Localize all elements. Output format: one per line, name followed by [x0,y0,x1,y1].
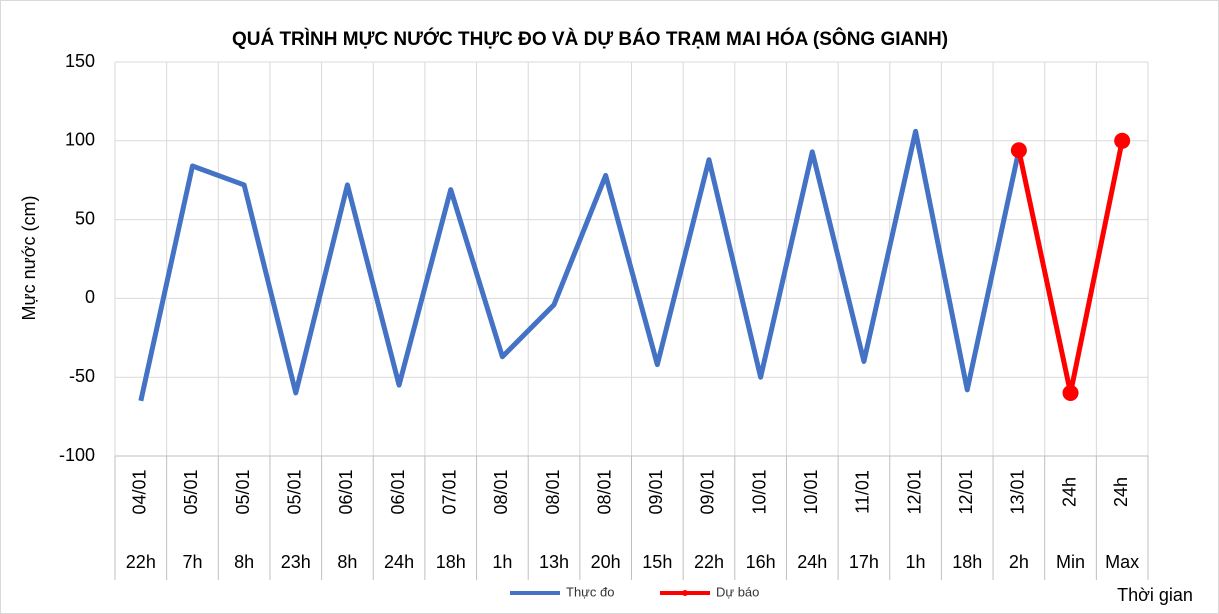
x-tick-label: 22h [694,552,724,572]
x-date-label: 06/01 [388,469,408,514]
y-tick-label: -100 [59,445,95,465]
x-tick-label: 2h [1009,552,1029,572]
legend-marker [682,590,688,596]
y-tick-label: -50 [69,366,95,386]
x-tick-label: Max [1105,552,1139,572]
x-date-label: 10/01 [801,469,821,514]
x-date-label: 09/01 [646,469,666,514]
x-tick-label: 24h [797,552,827,572]
x-date-label: 08/01 [491,469,511,514]
x-tick-label: 17h [849,552,879,572]
marker [1114,132,1131,149]
x-tick-label: 16h [746,552,776,572]
x-axis-label: Thời gian [1117,585,1193,605]
x-tick-label: 7h [182,552,202,572]
x-tick-label: 15h [642,552,672,572]
x-tick-label: 20h [591,552,621,572]
x-date-label: 06/01 [336,469,356,514]
x-tick-label: 24h [384,552,414,572]
x-date-label: 10/01 [749,469,769,514]
x-tick-label: 8h [234,552,254,572]
y-tick-label: 150 [65,51,95,71]
x-tick-label: 1h [492,552,512,572]
x-tick-label: 23h [281,552,311,572]
x-tick-label: 18h [952,552,982,572]
x-tick-label: 8h [337,552,357,572]
y-tick-label: 0 [85,287,95,307]
x-date-label: 24h [1059,477,1079,507]
x-date-label: 05/01 [181,469,201,514]
x-tick-label: 18h [436,552,466,572]
x-date-label: 24h [1111,477,1131,507]
x-tick-label: 13h [539,552,569,572]
y-tick-label: 100 [65,130,95,150]
x-date-label: 04/01 [130,469,150,514]
legend-label: Dự báo [716,584,759,599]
x-date-label: 12/01 [904,469,924,514]
legend-label: Thực đo [566,584,614,599]
y-axis-label: Mực nước (cm) [19,196,39,321]
x-tick-label: Min [1056,552,1085,572]
marker [1062,384,1079,401]
x-date-label: 05/01 [285,469,305,514]
x-date-label: 08/01 [543,469,563,514]
chart-title: QUÁ TRÌNH MỰC NƯỚC THỰC ĐO VÀ DỰ BÁO TRẠ… [232,28,948,50]
x-tick-label: 22h [126,552,156,572]
y-tick-label: 50 [75,208,95,228]
x-tick-label: 1h [906,552,926,572]
x-date-label: 12/01 [956,469,976,514]
x-date-label: 05/01 [233,469,253,514]
x-date-label: 13/01 [1008,469,1028,514]
x-date-label: 09/01 [698,469,718,514]
x-date-label: 07/01 [439,469,459,514]
x-date-label: 08/01 [594,469,614,514]
marker [1010,142,1027,159]
series-line [138,128,1022,402]
x-date-label: 11/01 [853,470,873,514]
